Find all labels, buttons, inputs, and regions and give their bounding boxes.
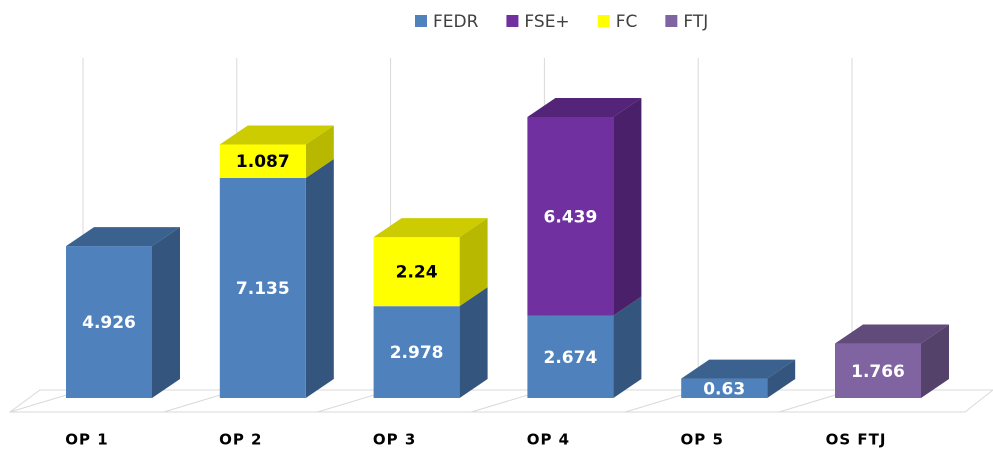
value-label: 2.674 <box>544 348 598 368</box>
legend-swatch <box>415 15 427 27</box>
bar <box>835 343 921 398</box>
bar <box>527 315 614 398</box>
bar <box>66 246 152 398</box>
value-label: 6.439 <box>544 207 598 227</box>
x-tick-label: OP 1 <box>65 431 108 449</box>
bar-side <box>459 218 488 307</box>
legend-label: FSE+ <box>524 12 569 32</box>
bar-side <box>613 98 642 316</box>
bar-side <box>305 125 334 178</box>
bar <box>373 237 460 307</box>
value-label: 2.24 <box>396 263 438 283</box>
value-label: 1.766 <box>851 362 905 382</box>
value-label: 2.978 <box>390 343 444 363</box>
legend-swatch <box>597 15 610 27</box>
bar-side <box>921 324 949 398</box>
x-tick-label: OS FTJ <box>826 431 887 449</box>
legend-label: FC <box>616 12 638 32</box>
value-label: 4.926 <box>82 313 136 333</box>
bar-top <box>835 324 949 344</box>
bar-top <box>681 359 796 379</box>
bar <box>373 306 460 398</box>
bar <box>219 144 306 178</box>
value-label: 1.087 <box>236 152 290 172</box>
bar-side <box>613 296 642 398</box>
x-tick-label: OP 5 <box>680 431 723 449</box>
bar-top <box>373 218 488 238</box>
bar-side <box>305 158 334 398</box>
bar-top <box>219 125 334 145</box>
bar-side <box>767 359 796 398</box>
bar-side <box>459 287 488 398</box>
legend-swatch <box>506 15 519 27</box>
x-tick-label: OP 2 <box>219 431 262 449</box>
bar <box>219 177 306 398</box>
legend-label: FEDR <box>433 12 479 32</box>
bar-top <box>527 98 642 117</box>
bar <box>681 378 768 398</box>
legend-swatch <box>665 15 678 27</box>
value-label: 0.63 <box>703 379 745 399</box>
bar-top <box>66 227 180 247</box>
x-tick-label: OP 4 <box>527 431 570 449</box>
bar-side <box>152 227 180 398</box>
value-label: 7.135 <box>236 279 290 299</box>
x-tick-label: OP 3 <box>373 431 416 449</box>
bar <box>527 117 614 316</box>
legend-label: FTJ <box>683 12 708 32</box>
